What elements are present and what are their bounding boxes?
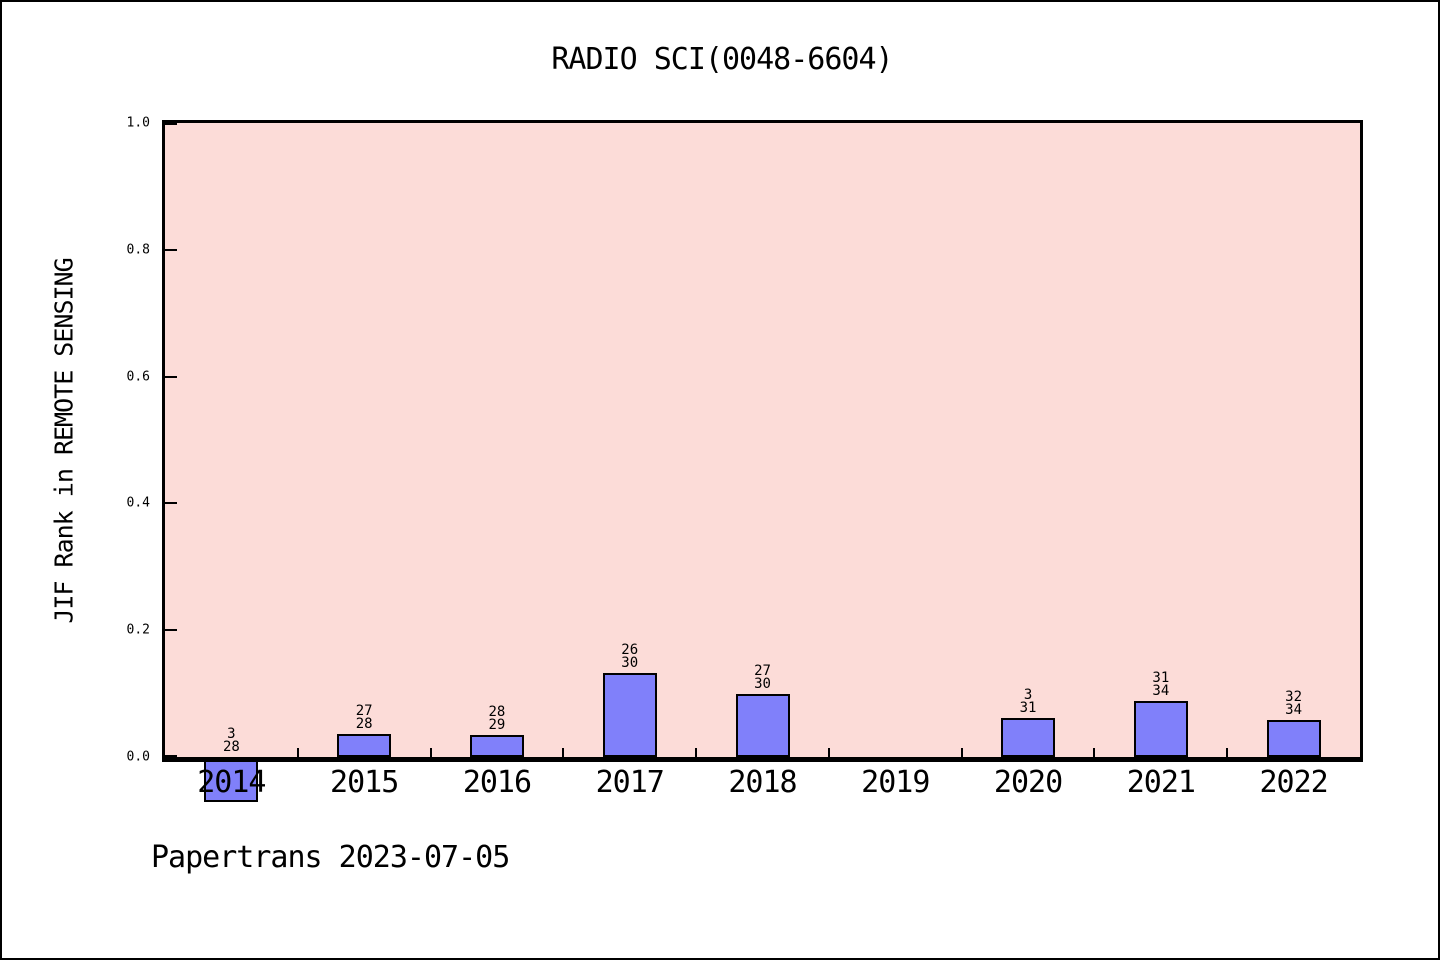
y-tick-label: 0.4 — [126, 495, 150, 511]
watermark-text: Papertrans 2023-07-05 — [151, 840, 510, 875]
y-tick-mark — [165, 248, 177, 251]
bar-value-label-2014: 3 28 — [222, 726, 240, 755]
bar-2021 — [1133, 701, 1188, 757]
y-tick-mark — [165, 123, 177, 125]
x-tick-mark — [1093, 748, 1096, 757]
bar-value-label-2018: 27 30 — [754, 662, 771, 692]
bar-value-label-2016: 28 29 — [488, 704, 506, 734]
y-tick-label: 1.0 — [126, 115, 150, 131]
y-axis-label: JIF Rank in REMOTE SENSING — [49, 258, 79, 624]
y-tick-mark — [165, 375, 177, 378]
y-tick-label: 0.0 — [126, 749, 150, 765]
x-tick-mark — [695, 748, 698, 757]
x-tick-label-2019: 2019 — [861, 765, 930, 800]
bar-2015 — [337, 734, 392, 757]
plot-area: 3 28 27 28 28 29 26 30 27 30 3 31 31 34 32 34 — [162, 120, 1363, 802]
x-tick-label-2017: 2017 — [595, 765, 665, 800]
x-tick-label-2020: 2020 — [993, 765, 1063, 800]
x-tick-mark — [296, 748, 299, 757]
bar-2022 — [1266, 719, 1321, 757]
bar-value-label-2017: 26 30 — [621, 641, 639, 671]
x-tick-label-2018: 2018 — [728, 765, 797, 800]
y-tick-mark — [165, 755, 177, 757]
bar-value-label-2021: 31 34 — [1152, 670, 1170, 700]
y-tick-label: 0.2 — [126, 622, 150, 638]
bar-2018 — [735, 693, 790, 757]
x-tick-mark — [960, 748, 963, 757]
chart-title: RADIO SCI(0048-6604) — [551, 42, 893, 77]
x-tick-mark — [827, 748, 830, 757]
bar-value-label-2020: 3 31 — [1019, 686, 1037, 716]
y-tick-mark — [165, 502, 177, 505]
x-tick-label-2022: 2022 — [1259, 765, 1328, 800]
bar-2017 — [602, 672, 657, 757]
bar-value-label-2022: 32 34 — [1285, 688, 1303, 718]
y-tick-label: 0.8 — [126, 242, 150, 258]
x-tick-mark — [429, 748, 432, 757]
y-tick-label: 0.6 — [126, 369, 150, 385]
bar-2016 — [469, 735, 524, 757]
x-tick-mark — [1226, 748, 1229, 757]
plot-inner: 3 28 27 28 28 29 26 30 27 30 3 31 31 34 32 34 — [162, 123, 1363, 802]
bar-2014 — [204, 757, 259, 802]
x-tick-label-2021: 2021 — [1126, 765, 1196, 800]
bar-value-label-2015: 27 28 — [355, 703, 373, 733]
x-tick-label-2014: 2014 — [197, 765, 266, 800]
x-tick-mark — [562, 748, 565, 757]
x-tick-label-2015: 2015 — [330, 765, 399, 800]
x-axis-line — [162, 757, 1363, 762]
y-tick-mark — [165, 629, 177, 632]
bar-2020 — [1001, 717, 1056, 757]
x-tick-label-2016: 2016 — [462, 765, 532, 800]
